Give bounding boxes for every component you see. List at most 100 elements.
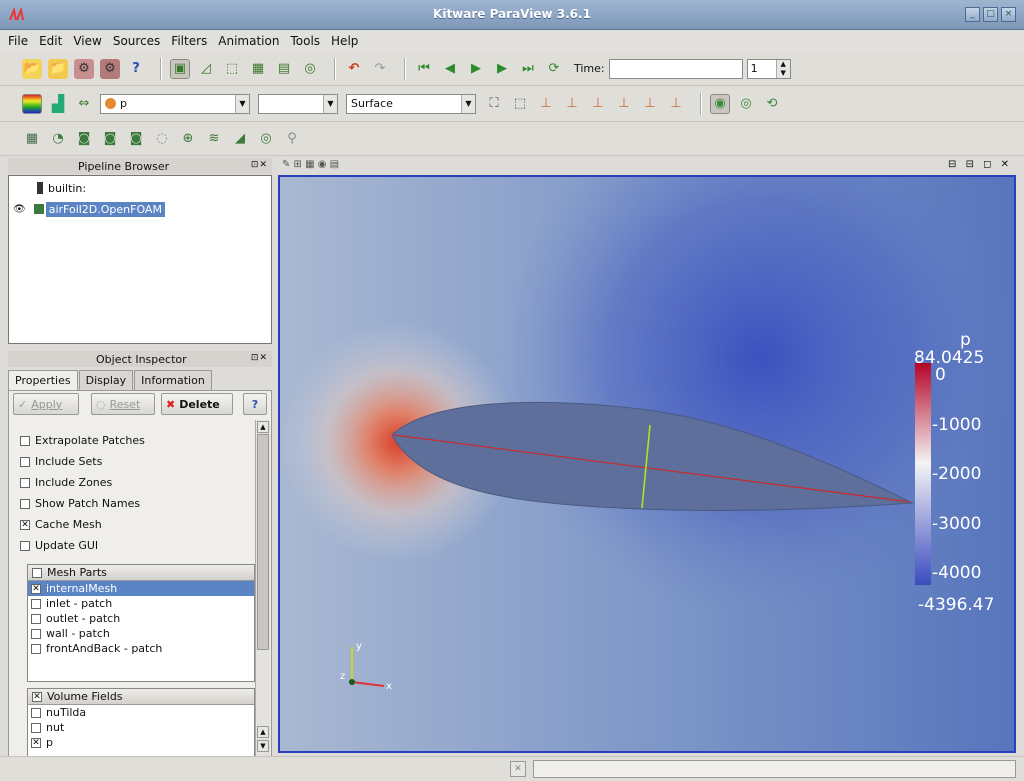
- representation-select[interactable]: Surface ▼: [346, 93, 476, 114]
- select-block-icon[interactable]: ▦: [251, 61, 265, 76]
- menu-tools[interactable]: Tools: [290, 34, 321, 48]
- tab-information[interactable]: Information: [134, 370, 212, 390]
- include-sets-checkbox[interactable]: Include Sets: [20, 455, 102, 468]
- list-item-inlet[interactable]: inlet - patch: [28, 596, 254, 611]
- calculator-icon[interactable]: ▦: [25, 131, 39, 146]
- apply-button[interactable]: ✓ Apply: [13, 393, 79, 415]
- progress-abort-icon[interactable]: ✕: [510, 761, 526, 777]
- menu-view[interactable]: View: [73, 34, 102, 48]
- split-view-buttons[interactable]: ⊟ ⊟ ◻ ✕: [948, 159, 1012, 170]
- view-minus-z-icon[interactable]: ⊥: [670, 96, 682, 111]
- cache-mesh-checkbox[interactable]: ✕ Cache Mesh: [20, 518, 102, 531]
- pipeline-item-builtin[interactable]: builtin:: [37, 179, 86, 197]
- connect-icon[interactable]: ⚙: [74, 58, 94, 79]
- help-icon[interactable]: ?: [132, 61, 140, 76]
- warp-icon[interactable]: ◢: [235, 131, 245, 146]
- slice-icon[interactable]: ◙: [103, 131, 117, 146]
- extract-level-icon[interactable]: ⚲: [287, 131, 297, 146]
- contour-icon[interactable]: ◔: [52, 131, 64, 146]
- group-datasets-icon[interactable]: ◎: [260, 131, 272, 146]
- view-minus-x-icon[interactable]: ⊥: [566, 96, 578, 111]
- update-gui-checkbox[interactable]: Update GUI: [20, 539, 98, 552]
- include-zones-checkbox[interactable]: Include Zones: [20, 476, 112, 489]
- previous-frame-icon[interactable]: ◀: [445, 61, 455, 76]
- show-patch-names-checkbox[interactable]: Show Patch Names: [20, 497, 140, 510]
- view-tool-icons[interactable]: ✎ ⊞ ▦ ◉ ▤: [282, 159, 340, 170]
- menu-filters[interactable]: Filters: [171, 34, 208, 48]
- pick-center-icon[interactable]: ◎: [304, 61, 316, 76]
- reset-camera-icon[interactable]: ⛶: [489, 96, 499, 111]
- menu-help[interactable]: Help: [331, 34, 359, 48]
- pipeline-item-airfoil[interactable]: 👁 airFoil2D.OpenFOAM: [13, 200, 165, 218]
- undo-icon[interactable]: ↶: [348, 61, 360, 76]
- show-center-icon[interactable]: ◎: [740, 96, 752, 111]
- view-plus-z-icon[interactable]: ⊥: [644, 96, 656, 111]
- component-select[interactable]: ▼: [258, 93, 338, 114]
- tab-properties[interactable]: Properties: [8, 370, 78, 391]
- time-field[interactable]: [608, 58, 743, 79]
- list-item-outlet[interactable]: outlet - patch: [28, 611, 254, 626]
- last-frame-icon[interactable]: ⏭: [522, 61, 534, 76]
- properties-scrollbar[interactable]: ▲ ▲ ▼: [255, 420, 270, 757]
- volume-fields-list[interactable]: ✕ Volume Fields nuTilda nut ✕ p: [27, 688, 255, 758]
- mesh-parts-header[interactable]: Mesh Parts: [28, 565, 254, 581]
- open-file-icon[interactable]: 📂: [22, 58, 42, 79]
- center-axes-icon[interactable]: ◉: [710, 93, 730, 114]
- mesh-parts-list[interactable]: Mesh Parts ✕ internalMesh inlet - patch o…: [27, 564, 255, 682]
- scroll-up-icon[interactable]: ▲: [257, 421, 269, 433]
- menu-file[interactable]: File: [8, 34, 29, 48]
- list-item-p[interactable]: ✕ p: [28, 735, 254, 750]
- color-by-select[interactable]: p ▼: [100, 93, 250, 114]
- extrapolate-patches-checkbox[interactable]: Extrapolate Patches: [20, 434, 145, 447]
- list-item-nut[interactable]: nut: [28, 720, 254, 735]
- timestep-spinbox[interactable]: 1 ▲ ▼: [746, 58, 791, 79]
- maximize-button[interactable]: □: [983, 7, 998, 22]
- list-item-wall[interactable]: wall - patch: [28, 626, 254, 641]
- select-points-icon[interactable]: ◿: [201, 61, 211, 76]
- first-frame-icon[interactable]: ⏮: [418, 61, 430, 76]
- clip-icon[interactable]: ◙: [77, 131, 91, 146]
- view-minus-y-icon[interactable]: ⊥: [618, 96, 630, 111]
- list-item-nutilda[interactable]: nuTilda: [28, 705, 254, 720]
- redo-icon[interactable]: ↷: [374, 61, 386, 76]
- list-item-internalmesh[interactable]: ✕ internalMesh: [28, 581, 254, 596]
- disconnect-icon[interactable]: ⚙: [100, 58, 120, 79]
- delete-button[interactable]: ✖ Delete: [161, 393, 233, 415]
- edit-color-map-icon[interactable]: ▟: [51, 94, 65, 113]
- render-canvas[interactable]: p 84.0425 0 -1000 -2000 -3000 -4000 -439…: [280, 177, 1014, 751]
- recent-files-icon[interactable]: 📁: [48, 58, 68, 79]
- dock-buttons[interactable]: ⊡✕: [250, 353, 268, 363]
- scroll-up-icon[interactable]: ▲: [257, 726, 269, 738]
- scalar-bar[interactable]: [915, 363, 931, 585]
- loop-icon[interactable]: ⟳: [548, 61, 560, 76]
- eye-icon[interactable]: 👁: [13, 203, 26, 215]
- zoom-to-box-icon[interactable]: ⬚: [513, 96, 527, 111]
- rescale-range-icon[interactable]: ⇔: [78, 96, 90, 111]
- play-icon[interactable]: ▶: [471, 61, 481, 76]
- close-button[interactable]: ×: [1001, 7, 1016, 22]
- extract-subset-icon[interactable]: ◌: [156, 131, 168, 146]
- pipeline-browser[interactable]: builtin: 👁 airFoil2D.OpenFOAM: [8, 175, 272, 344]
- menu-edit[interactable]: Edit: [39, 34, 63, 48]
- stream-tracer-icon[interactable]: ≋: [208, 131, 220, 146]
- menu-animation[interactable]: Animation: [218, 34, 280, 48]
- reset-center-icon[interactable]: ⟲: [766, 96, 778, 111]
- list-item-frontandback[interactable]: frontAndBack - patch: [28, 641, 254, 656]
- threshold-icon[interactable]: ◙: [129, 131, 143, 146]
- tab-display[interactable]: Display: [78, 370, 134, 390]
- glyph-icon[interactable]: ⊕: [182, 131, 194, 146]
- airfoil-shape[interactable]: [391, 401, 914, 511]
- select-cells-icon[interactable]: ▣: [170, 58, 190, 79]
- menu-sources[interactable]: Sources: [112, 34, 161, 48]
- render-view[interactable]: p 84.0425 0 -1000 -2000 -3000 -4000 -439…: [278, 175, 1016, 753]
- next-frame-icon[interactable]: ▶: [497, 61, 507, 76]
- scrollbar-thumb[interactable]: [257, 434, 269, 650]
- help-button[interactable]: ?: [243, 393, 267, 415]
- volume-fields-header[interactable]: ✕ Volume Fields: [28, 689, 254, 705]
- reset-button[interactable]: ◌ Reset: [91, 393, 155, 415]
- view-plus-y-icon[interactable]: ⊥: [592, 96, 604, 111]
- view-plus-x-icon[interactable]: ⊥: [540, 96, 552, 111]
- select-frustum-icon[interactable]: ⬚: [225, 61, 239, 76]
- spin-arrows-icon[interactable]: ▲ ▼: [775, 59, 790, 78]
- scroll-down-icon[interactable]: ▼: [257, 740, 269, 752]
